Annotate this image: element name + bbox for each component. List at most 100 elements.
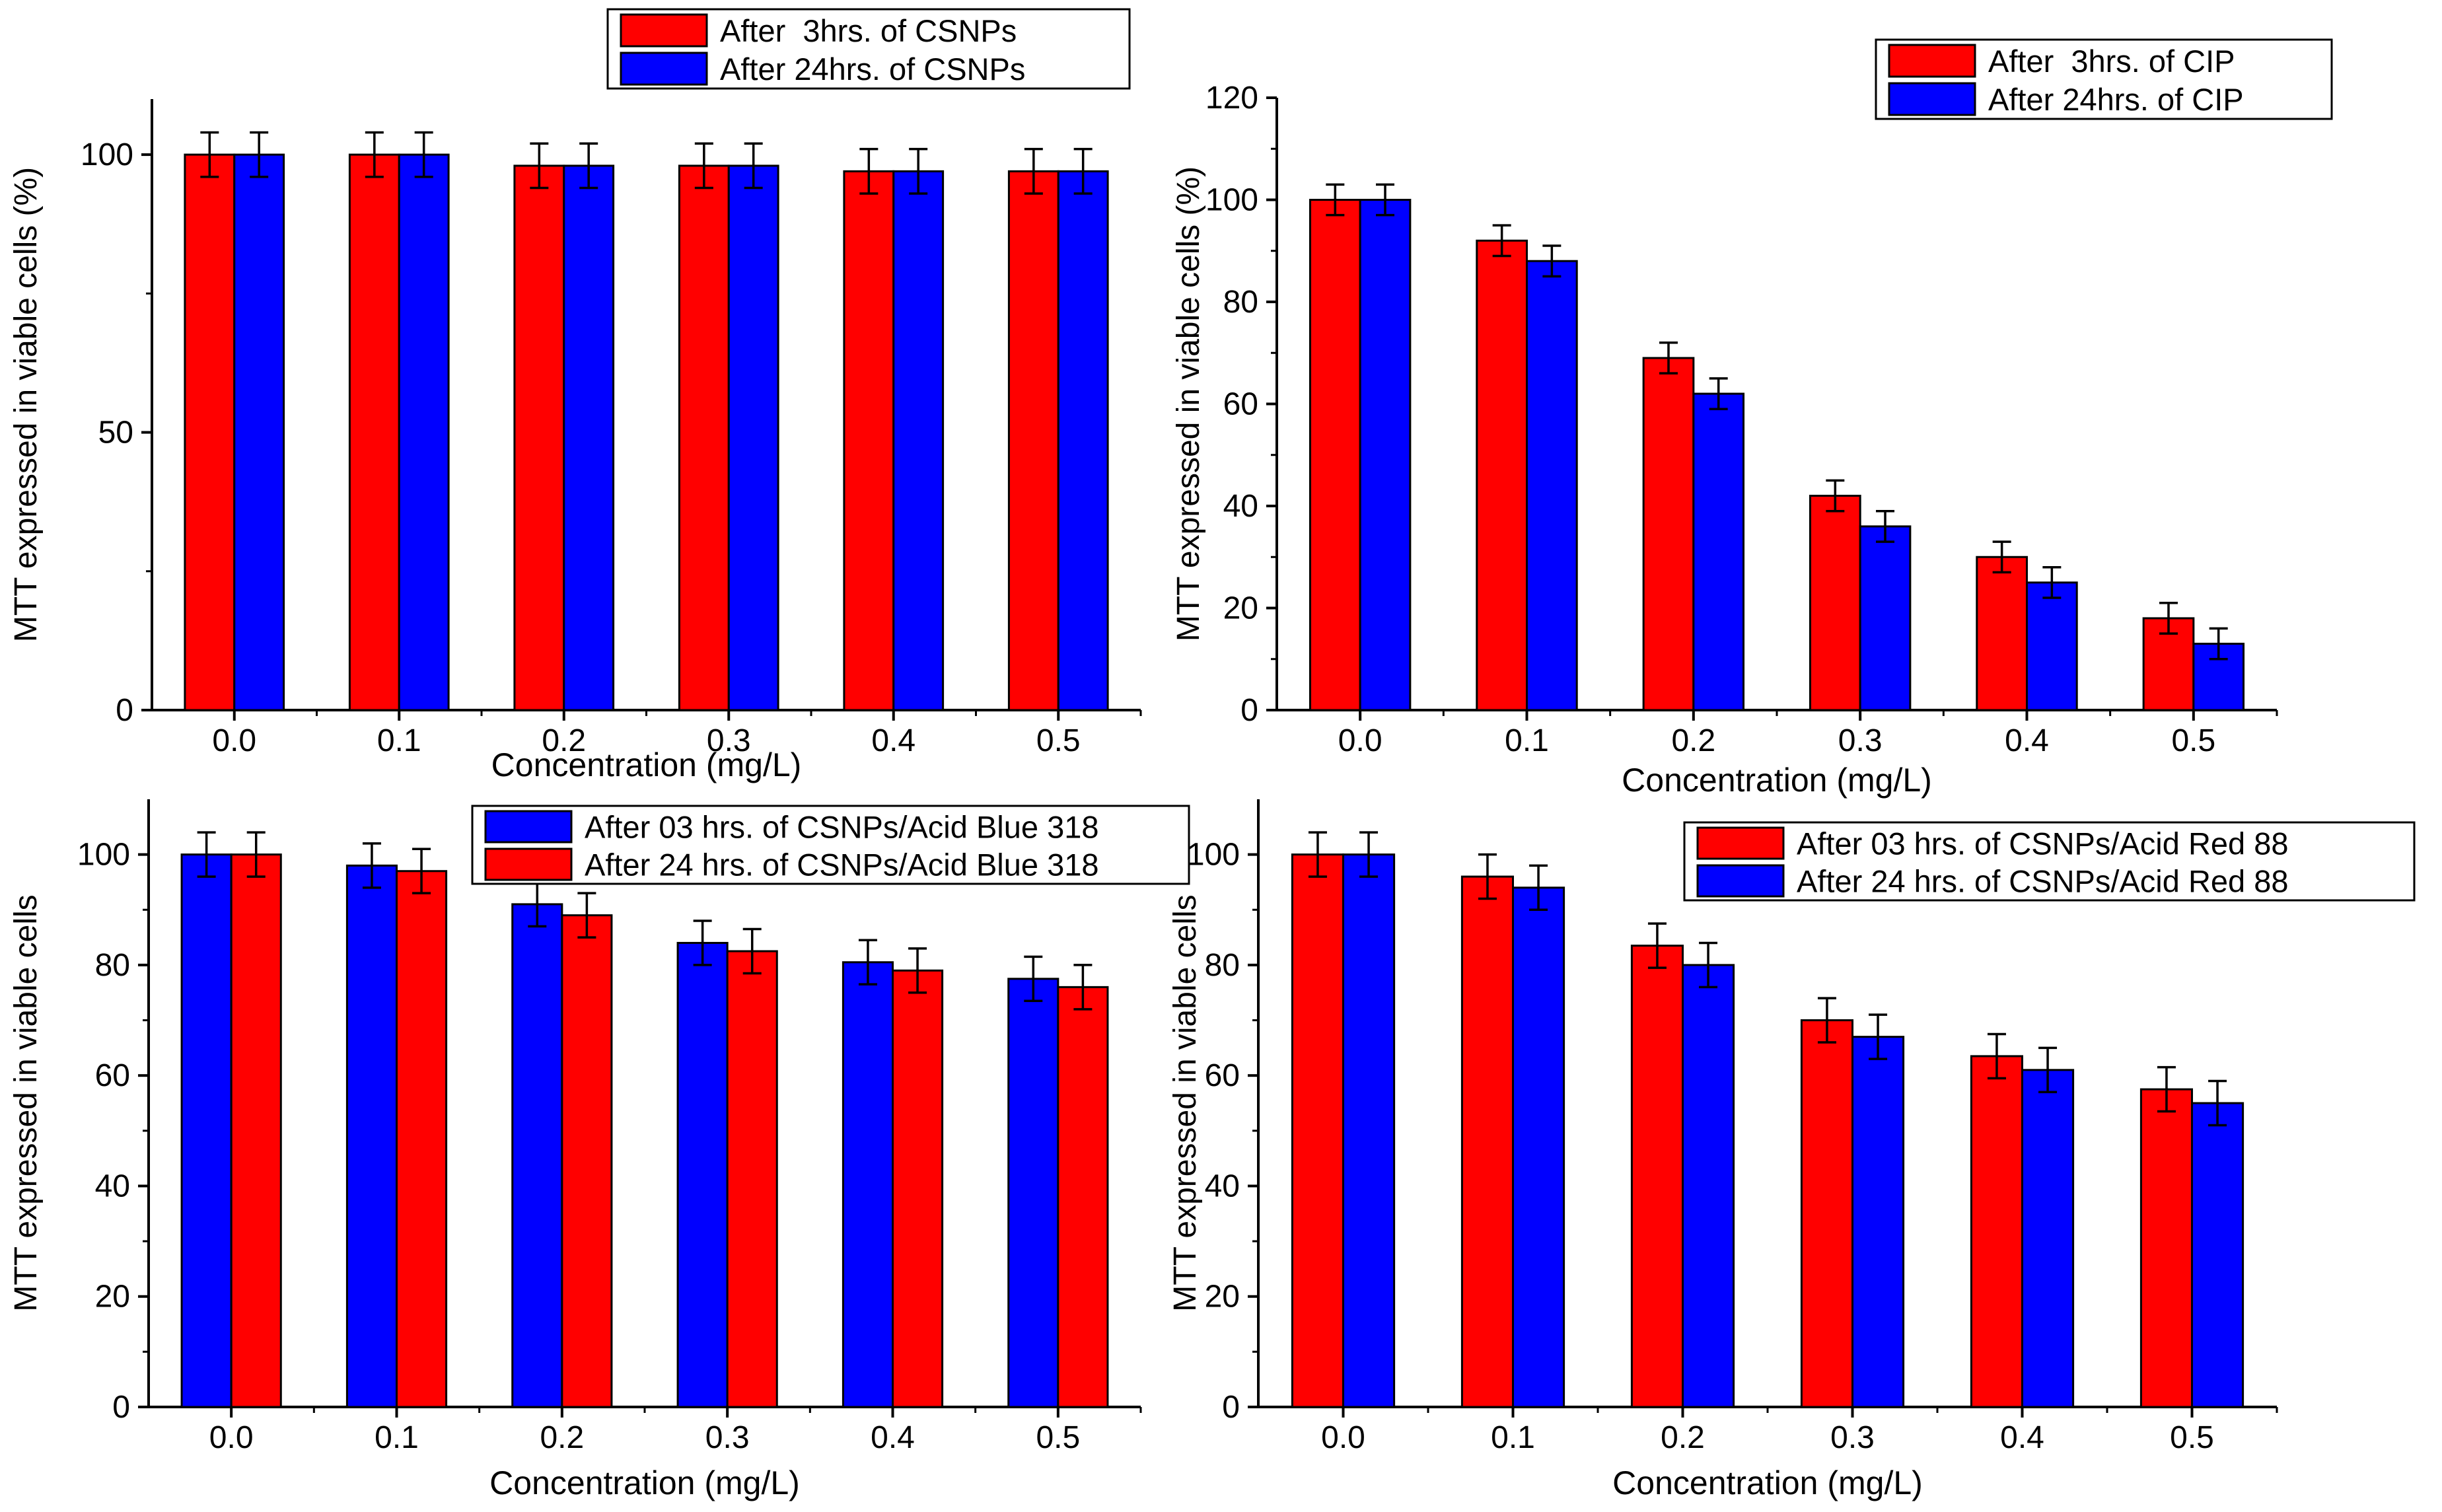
- chart-panel-top-left: 0 50 100 0.0 0.1 0.2 0.3 0.4 0.5 Concentration (m…: [9, 8, 1142, 783]
- bar-series2-0.4: [2026, 581, 2078, 711]
- y-tick-label: 80: [1205, 948, 1240, 983]
- bar-series1-0.2: [511, 903, 563, 1408]
- y-axis-label: MTT expressed in viable cells: [9, 894, 44, 1311]
- legend-label: After 24hrs. of CSNPs: [720, 52, 1025, 87]
- x-tick-label: 0.0: [209, 1420, 254, 1455]
- bar-series2-0.2: [1692, 392, 1745, 711]
- x-axis-label: Concentration (mg/L): [489, 1464, 800, 1501]
- legend: After 3hrs. of CSNPs After 24hrs. of CSNP…: [606, 8, 1131, 90]
- x-tick-label: 0.3: [707, 723, 751, 758]
- bar-series1-0.1: [1476, 239, 1528, 711]
- x-tick-label: 0.0: [212, 723, 256, 758]
- legend-label: After 3hrs. of CIP: [1988, 44, 2235, 79]
- legend-label: After 03 hrs. of CSNPs/Acid Red 88: [1797, 826, 2289, 861]
- bar-series1-0.0: [184, 153, 236, 711]
- x-tick-label: 0.5: [1036, 723, 1081, 758]
- bar-series2-0.0: [1359, 199, 1412, 711]
- bar-series2-0.4: [892, 969, 944, 1408]
- x-tick-label: 0.4: [871, 1420, 915, 1455]
- bar-series1-0.5: [2139, 1088, 2193, 1408]
- bar-series1-0.0: [1291, 853, 1345, 1408]
- x-axis-label: Concentration (mg/L): [491, 746, 802, 783]
- bar-series1-0.1: [348, 153, 400, 711]
- legend-box: [471, 805, 1190, 885]
- y-tick-label: 20: [1223, 591, 1258, 626]
- x-tick-label: 0.4: [2005, 723, 2049, 758]
- bar-series2-0.5: [1057, 986, 1109, 1408]
- y-tick-label: 100: [1187, 838, 1240, 873]
- legend-label: After 3hrs. of CSNPs: [720, 13, 1017, 48]
- x-tick-label: 0.5: [1036, 1420, 1080, 1455]
- legend-swatch: [1696, 864, 1785, 898]
- bar-series1-0.0: [1309, 199, 1361, 711]
- x-tick-label: 0.5: [2171, 723, 2215, 758]
- legend-swatch: [620, 52, 708, 86]
- y-tick-label: 100: [77, 838, 130, 873]
- chart-panel-bottom-left: 0 20 40 60 80 100 0.0 0.1 0.2 0.3 0.4 0.5 Concentrat…: [9, 799, 1190, 1501]
- bar-series1-0.4: [842, 961, 894, 1408]
- bar-series2-0.0: [1342, 853, 1396, 1408]
- x-tick-label: 0.4: [871, 723, 916, 758]
- y-tick-label: 40: [1223, 489, 1258, 524]
- y-axis-label: MTT expressed in viable cells (%): [1171, 166, 1206, 641]
- bar-series2-0.1: [396, 870, 448, 1408]
- bar-series2-0.3: [1851, 1036, 1905, 1408]
- y-tick-label: 60: [1205, 1058, 1240, 1093]
- bar-series1-0.5: [1007, 170, 1059, 711]
- x-tick-label: 0.2: [1671, 723, 1715, 758]
- y-tick-label: 0: [1222, 1390, 1240, 1425]
- y-tick-label: 80: [1223, 285, 1258, 320]
- x-tick-label: 0.2: [542, 723, 586, 758]
- y-tick-label: 60: [95, 1058, 130, 1093]
- legend-swatch: [484, 810, 573, 844]
- bar-series2-0.1: [1526, 260, 1578, 711]
- y-tick-label: 0: [112, 1390, 130, 1425]
- legend-label: After 24 hrs. of CSNPs/Acid Blue 318: [585, 847, 1098, 882]
- x-tick-label: 0.0: [1338, 723, 1383, 758]
- legend: After 03 hrs. of CSNPs/Acid Blue 318Afte…: [471, 805, 1190, 885]
- bar-series1-0.4: [1976, 556, 2029, 711]
- bar-series1-0.4: [1970, 1055, 2023, 1408]
- bar-series2-0.1: [398, 153, 450, 711]
- y-tick-label: 120: [1205, 81, 1258, 116]
- y-tick-label: 0: [116, 693, 133, 728]
- y-tick-label: 0: [1240, 693, 1258, 728]
- chart-panel-bottom-right: 0 20 40 60 80 100 0.0 0.1 0.2 0.3 0.4 0.5 Concentrat…: [1168, 799, 2416, 1501]
- legend-swatch: [1888, 82, 1976, 116]
- x-tick-label: 0.1: [1505, 723, 1549, 758]
- bar-series2-0.4: [892, 170, 945, 711]
- x-tick-label: 0.3: [705, 1420, 750, 1455]
- bar-series2-0.3: [727, 164, 779, 711]
- chart-panel-top-right: 0 20 40 60 80 100 120 0.0 0.1 0.2 0.3 0.4 0.5 Concent…: [1171, 38, 2333, 799]
- bar-series1-0.5: [1007, 978, 1059, 1408]
- bar-series1-0.0: [180, 853, 233, 1408]
- x-tick-label: 0.0: [1321, 1420, 1365, 1455]
- x-tick-label: 0.1: [1491, 1420, 1535, 1455]
- legend-label: After 03 hrs. of CSNPs/Acid Blue 318: [585, 810, 1098, 845]
- bar-series2-0.5: [2191, 1102, 2244, 1408]
- bar-series1-0.1: [1460, 875, 1514, 1408]
- y-axis-label: MTT expressed in viable cells: [1168, 894, 1203, 1311]
- x-tick-label: 0.3: [1830, 1420, 1875, 1455]
- y-tick-label: 40: [95, 1169, 130, 1204]
- y-tick-label: 50: [98, 415, 133, 450]
- bar-series2-0.4: [2021, 1069, 2075, 1408]
- y-tick-label: 60: [1223, 387, 1258, 422]
- x-tick-label: 0.4: [2000, 1420, 2044, 1455]
- bar-series1-0.2: [513, 164, 565, 711]
- legend-swatch: [484, 847, 573, 881]
- y-tick-label: 20: [95, 1279, 130, 1314]
- legend: After 03 hrs. of CSNPs/Acid Red 88After …: [1683, 821, 2416, 902]
- y-tick-label: 20: [1205, 1279, 1240, 1314]
- bar-series1-0.3: [678, 164, 730, 711]
- bar-series1-0.4: [843, 170, 895, 711]
- bar-series2-0.3: [1859, 525, 1912, 711]
- y-tick-label: 100: [1205, 183, 1258, 218]
- x-tick-label: 0.3: [1838, 723, 1883, 758]
- y-axis-label: MTT expressed in viable cells (%): [9, 167, 44, 642]
- y-tick-label: 40: [1205, 1169, 1240, 1204]
- x-axis-label: Concentration (mg/L): [1622, 762, 1932, 799]
- legend-swatch: [620, 13, 708, 48]
- bar-series1-0.3: [676, 941, 729, 1408]
